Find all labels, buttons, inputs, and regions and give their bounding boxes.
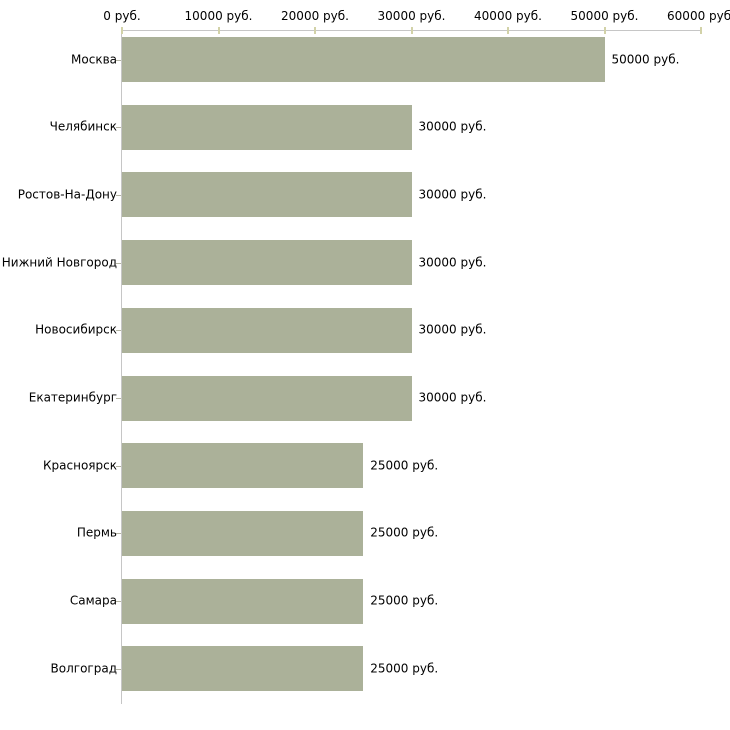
x-axis-tick <box>410 27 413 34</box>
x-axis-tick <box>700 27 702 34</box>
value-label: 25000 руб. <box>370 525 439 540</box>
y-axis-tick <box>116 533 121 534</box>
y-axis-tick <box>116 466 121 467</box>
category-label: Самара <box>69 593 117 608</box>
bar <box>122 511 364 556</box>
bar <box>122 37 605 82</box>
y-axis-tick <box>116 60 121 61</box>
value-label: 30000 руб. <box>418 255 487 270</box>
value-label: 50000 руб. <box>611 52 680 66</box>
category-label: Нижний Новгород <box>1 255 117 270</box>
x-axis-tick-label: 10000 руб. <box>184 9 253 23</box>
bar <box>122 240 412 285</box>
value-label: 30000 руб. <box>418 390 487 405</box>
bar <box>122 376 412 421</box>
category-label: Красноярск <box>43 458 117 473</box>
category-label: Ростов-На-Дону <box>17 187 117 202</box>
bar <box>122 105 412 150</box>
bar <box>122 172 412 217</box>
y-axis-tick <box>116 669 121 670</box>
y-axis-tick <box>116 195 121 196</box>
category-label: Волгоград <box>50 661 117 676</box>
y-axis-line <box>121 30 122 704</box>
x-axis-tick-label: 50000 руб. <box>570 9 639 23</box>
x-axis-tick-label: 60000 руб. <box>667 9 730 23</box>
category-label: Москва <box>71 52 117 66</box>
y-axis-tick <box>116 330 121 331</box>
bar <box>122 443 364 488</box>
bar <box>122 308 412 353</box>
y-axis-tick <box>116 601 121 602</box>
y-axis-tick <box>116 398 121 399</box>
x-axis-tick <box>507 27 509 34</box>
x-axis-tick-label: 40000 руб. <box>474 9 542 23</box>
y-axis-tick <box>116 263 121 264</box>
category-label: Пермь <box>76 525 117 540</box>
value-label: 30000 руб. <box>418 322 487 337</box>
category-label: Екатеринбург <box>28 390 117 405</box>
y-axis-tick <box>116 127 121 128</box>
category-label: Новосибирск <box>35 322 117 337</box>
value-label: 25000 руб. <box>370 661 439 676</box>
value-label: 30000 руб. <box>418 119 487 134</box>
x-axis-tick-label: 30000 руб. <box>377 9 446 23</box>
bar <box>122 579 364 624</box>
x-axis-tick <box>314 27 316 34</box>
x-axis-tick-label: 20000 руб. <box>281 9 349 23</box>
bar <box>122 646 364 691</box>
x-axis-tick <box>217 27 220 34</box>
x-axis-tick-label: 0 руб. <box>103 9 141 23</box>
value-label: 25000 руб. <box>370 593 439 608</box>
category-label: Челябинск <box>49 119 117 134</box>
x-axis-tick <box>603 27 606 34</box>
x-axis-tick <box>121 27 123 34</box>
value-label: 25000 руб. <box>370 458 439 473</box>
value-label: 30000 руб. <box>418 187 487 202</box>
